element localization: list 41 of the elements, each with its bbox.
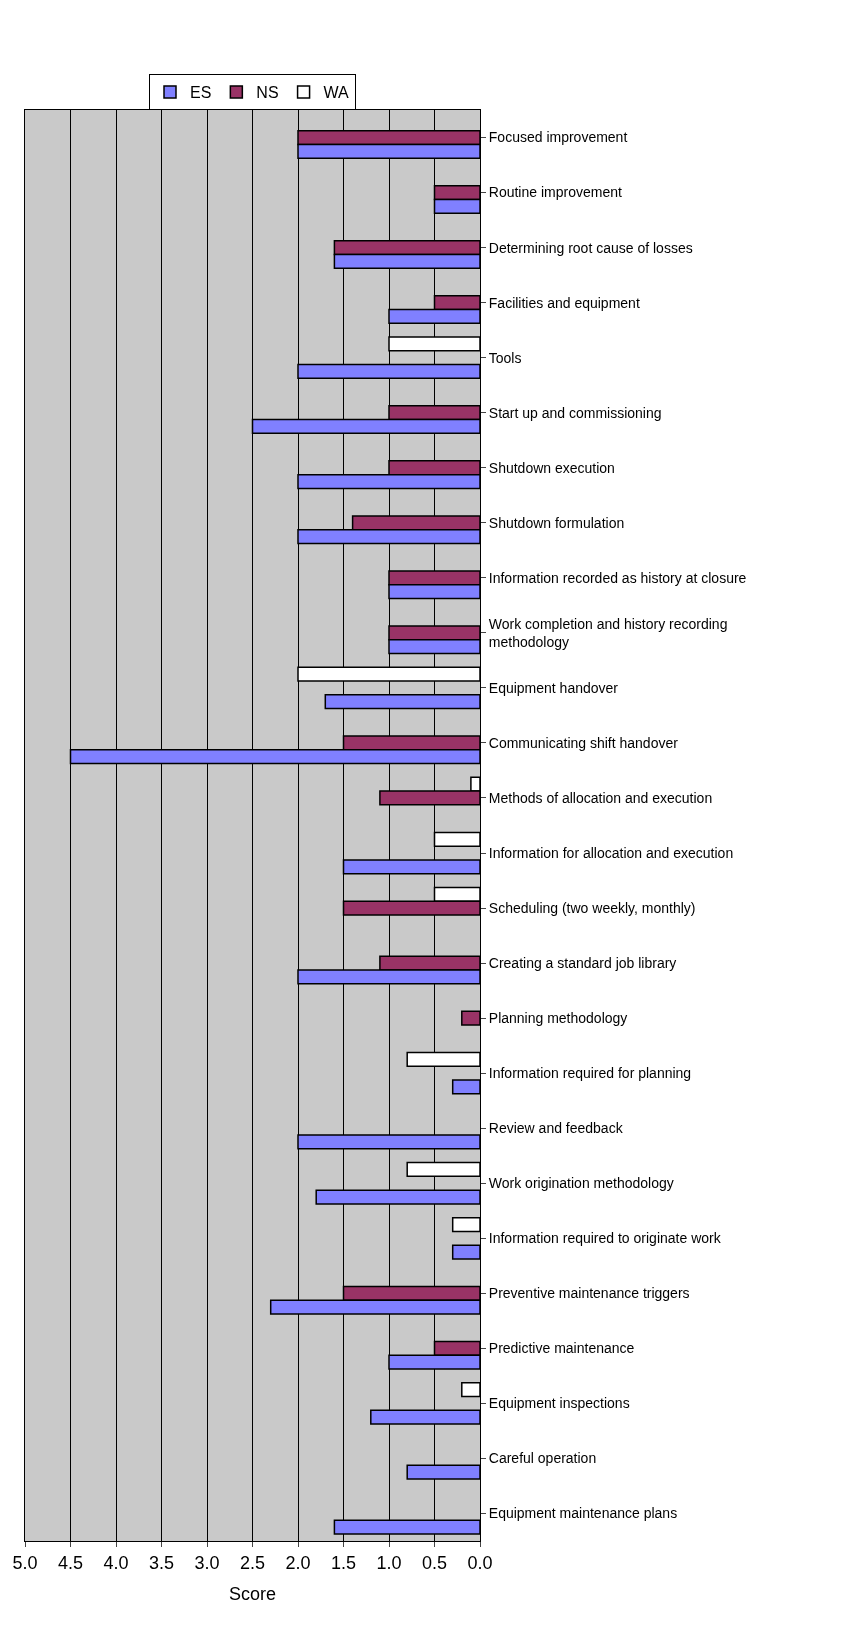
y-tick-label: Start up and commissioning [488, 404, 662, 421]
y-tick-label: Determining root cause of losses [488, 239, 693, 256]
y-tick-label: Creating a standard job library [488, 955, 677, 971]
y-tick-label: Preventive maintenance triggers [488, 1285, 690, 1302]
y-tick-label: Review and feedback [488, 1120, 624, 1137]
y-tick-label: Methods of allocation and execution [488, 789, 713, 806]
y-tick-label: Information recorded as history at closure [488, 569, 747, 586]
x-tick-label: 2.0 [285, 1552, 311, 1573]
y-tick-label: Equipment inspections [488, 1395, 630, 1412]
x-tick-label: 1.5 [330, 1552, 357, 1573]
x-tick-label: 4.5 [57, 1552, 84, 1573]
x-tick-label: 2.5 [239, 1552, 266, 1573]
y-tick-label: Focused improvement [488, 129, 628, 146]
y-tick-label: Scheduling (two weekly, monthly) [488, 899, 696, 916]
x-tick-label: 1.0 [376, 1552, 402, 1573]
y-tick-label: Equipment handover [488, 679, 619, 696]
y-tick-label: Communicating shift handover [488, 734, 679, 751]
y-tick-label: Routine improvement [488, 184, 622, 201]
y-tick-label: Information for allocation and execution [488, 844, 734, 861]
x-tick-label: 3.0 [194, 1552, 220, 1573]
x-axis-title: Score [228, 1583, 277, 1604]
y-tick-label: Careful operation [488, 1450, 597, 1467]
y-tick-label: Shutdown formulation [488, 514, 625, 531]
x-tick-label: 0.5 [421, 1552, 448, 1573]
y-tick-label: Information required to originate work [488, 1230, 722, 1247]
legend-label: ES [190, 84, 212, 102]
y-tick-label: Work completion and history recording methodology [488, 615, 728, 650]
y-tick-label: Information required for planning [488, 1065, 692, 1082]
y-tick-label: Facilities and equipment [488, 294, 640, 311]
y-tick-label: Work origination methodology [488, 1175, 674, 1192]
legend-label: WA [323, 84, 350, 102]
y-tick-label: Tools [488, 349, 522, 366]
x-tick-label: 3.5 [148, 1552, 175, 1573]
y-tick-label: Equipment maintenance plans [488, 1505, 678, 1522]
y-tick-label: Predictive maintenance [488, 1340, 635, 1357]
legend-label: NS [256, 84, 279, 102]
x-tick-label: 5.0 [12, 1552, 38, 1573]
x-tick-label: 4.0 [103, 1552, 129, 1573]
y-tick-label: Planning methodology [488, 1010, 628, 1027]
y-tick-label: Shutdown execution [488, 459, 615, 476]
x-tick-label: 0.0 [467, 1552, 493, 1573]
